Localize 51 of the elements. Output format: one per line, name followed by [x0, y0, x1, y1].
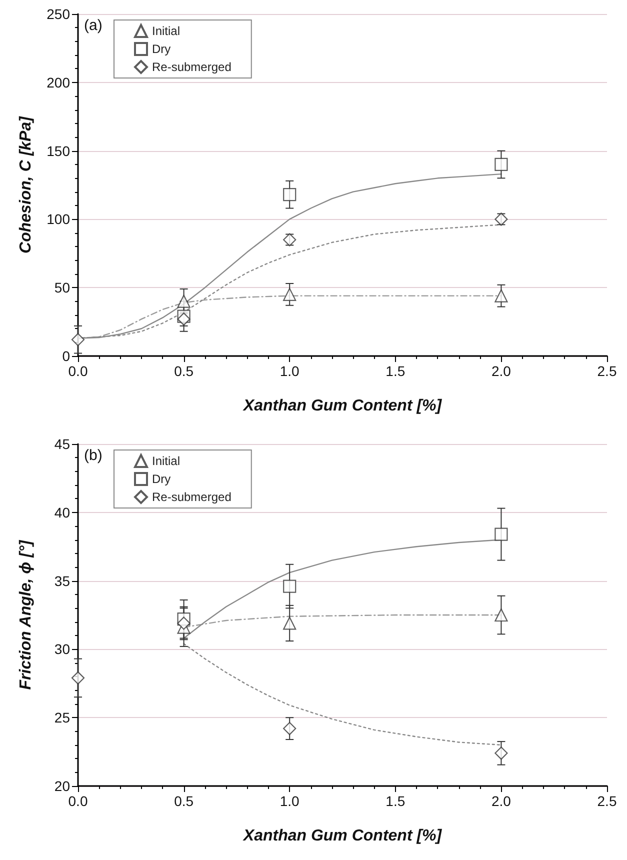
y-tick-label: 30	[54, 641, 70, 658]
y-axis-title: Friction Angle, ϕ [°]	[18, 540, 34, 690]
y-tick-label: 20	[54, 778, 70, 794]
point	[283, 580, 296, 593]
legend-label: Dry	[152, 42, 171, 56]
line-series	[183, 643, 502, 746]
y-axis-title: Cohesion, C [kPa]	[18, 116, 34, 254]
point	[494, 528, 508, 541]
legend-label: Re-submerged	[152, 60, 232, 74]
point	[71, 671, 85, 684]
y-tick-label: 45	[54, 436, 70, 452]
point	[71, 333, 85, 346]
point	[494, 746, 508, 760]
x-axis-title: Xanthan Gum Content [%]	[242, 828, 442, 844]
y-tick-label: 35	[54, 572, 70, 589]
y-tick-label: 250	[46, 6, 70, 22]
annotation: (b)	[84, 447, 102, 464]
x-tick-label: 1.5	[386, 363, 406, 379]
point	[494, 289, 508, 302]
x-tick-label: 2.0	[491, 363, 512, 379]
legend-label: Initial	[152, 24, 180, 38]
point	[283, 722, 296, 736]
point	[283, 616, 296, 630]
x-axis-title: Xanthan Gum Content [%]	[242, 398, 442, 414]
y-tick-label: 100	[46, 211, 70, 228]
point	[283, 188, 296, 202]
x-tick-label: 2.5	[597, 363, 617, 379]
x-tick-label: 1.0	[280, 793, 300, 809]
x-tick-label: 0.5	[174, 793, 194, 809]
x-tick-label: 0.5	[174, 363, 194, 379]
y-tick-label: 50	[54, 280, 70, 296]
x-tick-label: 2.0	[491, 793, 512, 809]
y-tick-label: 150	[46, 142, 70, 159]
y-tick-label: 200	[46, 74, 70, 90]
point	[177, 616, 190, 630]
x-tick-label: 0.0	[68, 793, 88, 809]
legend-label: Re-submerged	[152, 490, 232, 504]
x-tick-label: 2.5	[597, 793, 617, 809]
legend-label: Dry	[152, 472, 171, 486]
y-tick-label: 25	[54, 710, 70, 726]
x-tick-label: 1.0	[280, 363, 300, 379]
point	[494, 608, 508, 622]
y-tick-label: 0	[62, 348, 70, 364]
annotation: (a)	[84, 17, 102, 34]
x-tick-label: 0.0	[68, 363, 88, 379]
point	[283, 288, 296, 301]
x-tick-label: 1.5	[386, 793, 406, 809]
point	[494, 158, 508, 172]
y-tick-label: 40	[54, 504, 70, 520]
point	[177, 294, 190, 308]
legend-label: Initial	[152, 454, 180, 468]
